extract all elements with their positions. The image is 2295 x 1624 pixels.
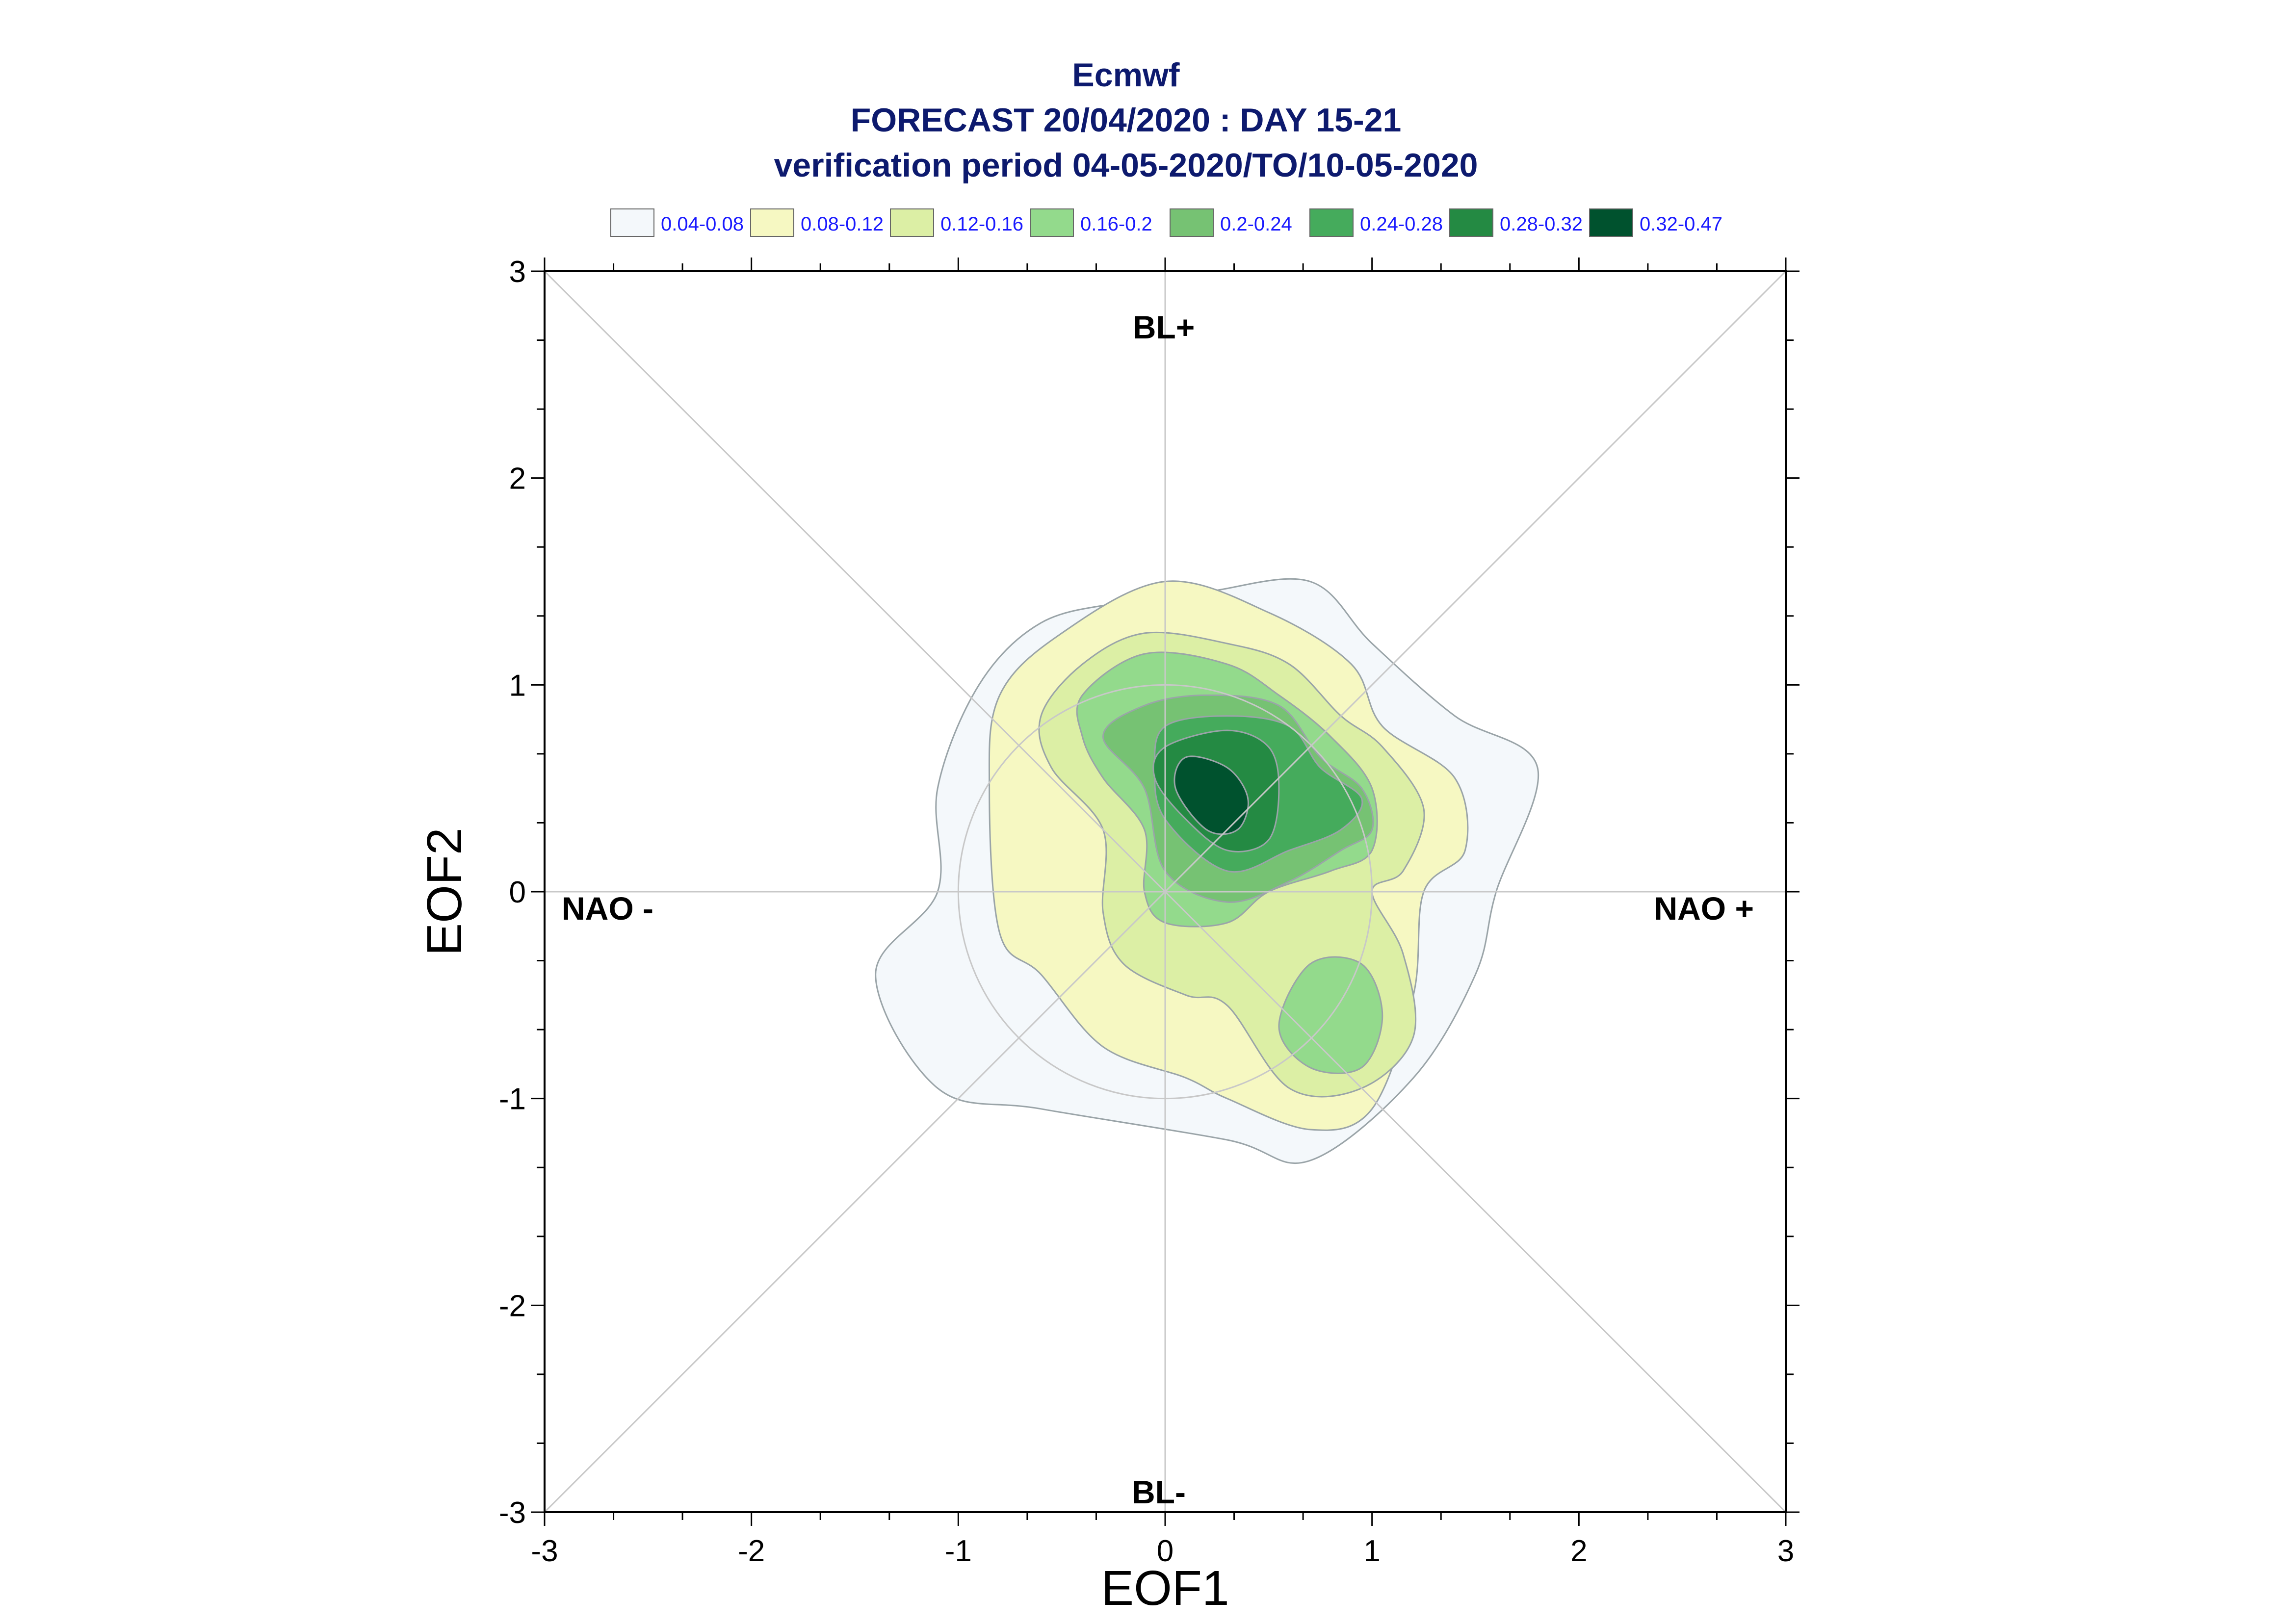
- x-axis-label: EOF1: [1101, 1561, 1229, 1616]
- y-tick-label: -1: [499, 1083, 526, 1116]
- density-contours: [875, 578, 1539, 1164]
- title-line-2: FORECAST 20/04/2020 : DAY 15-21: [851, 102, 1402, 139]
- legend-label: 0.08-0.12: [801, 213, 884, 235]
- legend-swatch: [1170, 208, 1214, 237]
- contour-8: [1174, 755, 1249, 835]
- y-tick-label: 0: [509, 876, 526, 909]
- y-tick-label: 1: [509, 669, 526, 702]
- legend-swatch: [750, 208, 794, 237]
- x-tick-label: 3: [1777, 1534, 1794, 1568]
- y-tick-label: 3: [509, 255, 526, 289]
- y-axis-label: EOF2: [417, 827, 472, 955]
- legend-label: 0.32-0.47: [1640, 213, 1722, 235]
- legend-swatch: [1449, 208, 1493, 237]
- x-tick-label: -3: [531, 1534, 558, 1568]
- legend-swatch: [1309, 208, 1354, 237]
- y-tick-label: 2: [509, 462, 526, 496]
- legend-swatch: [610, 208, 654, 237]
- regime-label-top: BL+: [1133, 309, 1195, 345]
- legend-label: 0.04-0.08: [661, 213, 744, 235]
- legend: 0.04-0.08 0.08-0.12 0.12-0.16 0.16-0.2 0.2-0…: [610, 208, 1722, 237]
- title-line-1: Ecmwf: [1072, 56, 1180, 94]
- unit-circle: [957, 684, 1373, 1100]
- legend-swatch: [1030, 208, 1074, 237]
- x-tick-label: 0: [1157, 1534, 1174, 1568]
- legend-label: 0.16-0.2: [1080, 213, 1152, 235]
- legend-label: 0.12-0.16: [940, 213, 1023, 235]
- guide-lines: [544, 270, 1787, 1513]
- x-tick-label: -1: [945, 1534, 972, 1568]
- x-tick-label: -2: [738, 1534, 765, 1568]
- y-tick-label: -2: [499, 1289, 526, 1323]
- legend-swatch: [890, 208, 934, 237]
- x-tick-label: 2: [1570, 1534, 1587, 1568]
- legend-swatch: [1589, 208, 1633, 237]
- title-line-3: verification period 04-05-2020/TO/10-05-…: [774, 147, 1478, 184]
- legend-label: 0.2-0.24: [1220, 213, 1292, 235]
- diagonal-line-2: [544, 270, 1787, 1513]
- legend-label: 0.24-0.28: [1360, 213, 1443, 235]
- regime-label-bottom: BL-: [1132, 1474, 1186, 1510]
- regime-label-left: NAO -: [562, 890, 653, 927]
- axis-ticks: -3 -2 -1 0 1 2 3 -3 -2 -1 0 1 2 3: [499, 255, 1799, 1568]
- y-tick-label: -3: [499, 1496, 526, 1530]
- legend-label: 0.28-0.32: [1500, 213, 1583, 235]
- x-tick-label: 1: [1363, 1534, 1380, 1568]
- regime-label-right: NAO +: [1654, 890, 1754, 927]
- chart-title: Ecmwf FORECAST 20/04/2020 : DAY 15-21 ve…: [774, 56, 1478, 184]
